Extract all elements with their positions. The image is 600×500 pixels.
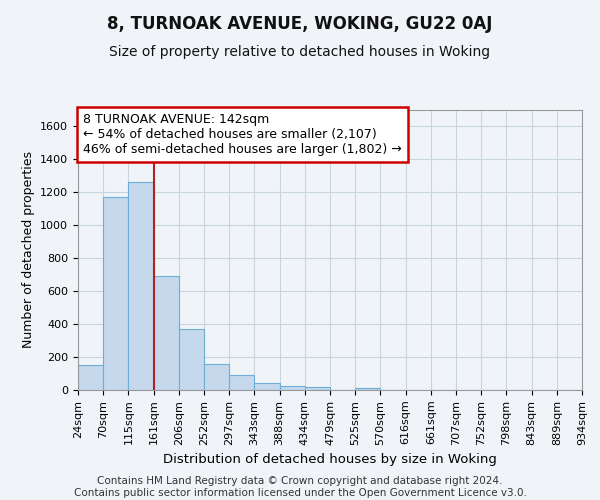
Bar xyxy=(280,386,305,390)
Bar xyxy=(154,276,179,390)
Bar xyxy=(103,198,128,390)
Y-axis label: Number of detached properties: Number of detached properties xyxy=(22,152,35,348)
Bar xyxy=(229,375,254,390)
Bar xyxy=(355,388,380,390)
Bar xyxy=(204,364,229,390)
Text: Size of property relative to detached houses in Woking: Size of property relative to detached ho… xyxy=(109,45,491,59)
Text: Contains HM Land Registry data © Crown copyright and database right 2024.
Contai: Contains HM Land Registry data © Crown c… xyxy=(74,476,526,498)
Bar xyxy=(254,384,280,390)
Bar xyxy=(179,329,204,390)
Bar xyxy=(78,366,103,390)
X-axis label: Distribution of detached houses by size in Woking: Distribution of detached houses by size … xyxy=(163,453,497,466)
Bar xyxy=(128,182,154,390)
Bar xyxy=(305,386,330,390)
Text: 8 TURNOAK AVENUE: 142sqm
← 54% of detached houses are smaller (2,107)
46% of sem: 8 TURNOAK AVENUE: 142sqm ← 54% of detach… xyxy=(83,113,402,156)
Text: 8, TURNOAK AVENUE, WOKING, GU22 0AJ: 8, TURNOAK AVENUE, WOKING, GU22 0AJ xyxy=(107,15,493,33)
